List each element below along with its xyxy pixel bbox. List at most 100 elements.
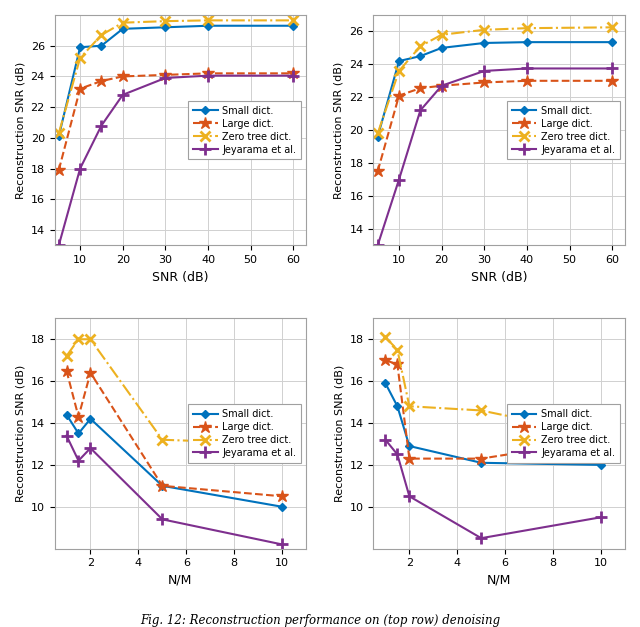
Jeyarama et al. (406, 493, 413, 500)
Small dict. (406, 442, 413, 450)
Y-axis label: Reconstruction SNR (dB): Reconstruction SNR (dB) (15, 365, 25, 502)
Jeyarama et al. (417, 107, 424, 114)
Small dict. (394, 403, 401, 410)
Small dict. (481, 40, 488, 47)
Large dict. (381, 356, 389, 364)
X-axis label: N/M: N/M (487, 574, 511, 587)
Large dict. (394, 361, 401, 368)
Jeyarama et al. (374, 241, 381, 249)
Zero tree dict. (63, 352, 70, 360)
Line: Small dict.: Small dict. (382, 380, 604, 468)
Zero tree dict. (55, 129, 63, 137)
Zero tree dict. (159, 436, 166, 443)
Jeyarama et al. (609, 65, 616, 72)
Zero tree dict. (278, 440, 286, 448)
Line: Large dict.: Large dict. (371, 75, 618, 177)
Legend: Small dict., Large dict., Zero tree dict., Jeyarama et al.: Small dict., Large dict., Zero tree dict… (508, 404, 620, 463)
Small dict. (289, 22, 297, 29)
Zero tree dict. (406, 403, 413, 410)
Zero tree dict. (86, 335, 94, 343)
Jeyarama et al. (394, 451, 401, 458)
Zero tree dict. (204, 16, 212, 24)
Small dict. (161, 24, 169, 31)
Large dict. (63, 367, 70, 374)
Small dict. (97, 42, 105, 50)
Large dict. (204, 70, 212, 77)
Zero tree dict. (597, 432, 605, 440)
Large dict. (406, 455, 413, 462)
Zero tree dict. (289, 16, 297, 24)
Legend: Small dict., Large dict., Zero tree dict., Jeyarama et al.: Small dict., Large dict., Zero tree dict… (508, 101, 620, 159)
Line: Jeyarama et al.: Jeyarama et al. (372, 63, 618, 251)
Jeyarama et al. (75, 457, 83, 465)
Jeyarama et al. (97, 122, 105, 129)
Large dict. (523, 77, 531, 85)
Large dict. (374, 167, 381, 175)
Small dict. (381, 379, 389, 387)
Large dict. (75, 413, 83, 421)
Small dict. (477, 459, 485, 466)
Small dict. (523, 38, 531, 46)
Large dict. (86, 369, 94, 377)
Zero tree dict. (374, 130, 381, 137)
Line: Jeyarama et al.: Jeyarama et al. (380, 435, 607, 544)
Small dict. (278, 503, 286, 510)
Y-axis label: Reconstruction SNR (dB): Reconstruction SNR (dB) (15, 61, 25, 199)
Small dict. (597, 461, 605, 468)
Zero tree dict. (609, 24, 616, 31)
Line: Small dict.: Small dict. (56, 23, 296, 139)
Small dict. (438, 44, 445, 51)
Large dict. (438, 82, 445, 90)
Small dict. (119, 25, 127, 33)
Line: Zero tree dict.: Zero tree dict. (373, 23, 617, 139)
Zero tree dict. (477, 407, 485, 414)
Jeyarama et al. (63, 432, 70, 440)
Small dict. (76, 43, 84, 51)
Line: Jeyarama et al.: Jeyarama et al. (61, 430, 288, 550)
X-axis label: N/M: N/M (168, 574, 193, 587)
Zero tree dict. (481, 26, 488, 34)
Line: Zero tree dict.: Zero tree dict. (54, 16, 298, 138)
Jeyarama et al. (278, 540, 286, 548)
Large dict. (477, 455, 485, 462)
Legend: Small dict., Large dict., Zero tree dict., Jeyarama et al.: Small dict., Large dict., Zero tree dict… (188, 101, 301, 159)
Small dict. (204, 22, 212, 29)
Zero tree dict. (75, 335, 83, 343)
Zero tree dict. (417, 43, 424, 50)
Jeyarama et al. (55, 241, 63, 249)
Small dict. (75, 429, 83, 437)
Jeyarama et al. (161, 74, 169, 82)
Jeyarama et al. (438, 82, 445, 90)
Zero tree dict. (394, 346, 401, 354)
Zero tree dict. (76, 54, 84, 61)
Large dict. (597, 436, 605, 443)
Zero tree dict. (161, 18, 169, 25)
Zero tree dict. (381, 334, 389, 341)
Jeyarama et al. (477, 534, 485, 542)
Jeyarama et al. (76, 165, 84, 172)
Small dict. (417, 53, 424, 60)
Jeyarama et al. (523, 65, 531, 72)
Large dict. (97, 77, 105, 85)
Zero tree dict. (438, 31, 445, 38)
Large dict. (161, 71, 169, 78)
Large dict. (395, 92, 403, 99)
Jeyarama et al. (395, 176, 403, 183)
X-axis label: SNR (dB): SNR (dB) (152, 271, 209, 283)
Jeyarama et al. (381, 436, 389, 443)
Large dict. (289, 70, 297, 77)
X-axis label: SNR (dB): SNR (dB) (471, 271, 527, 283)
Jeyarama et al. (597, 514, 605, 521)
Line: Large dict.: Large dict. (379, 354, 607, 465)
Zero tree dict. (119, 19, 127, 26)
Text: Fig. 12: Reconstruction performance on (top row) denoising: Fig. 12: Reconstruction performance on (… (140, 614, 500, 627)
Line: Large dict.: Large dict. (60, 364, 289, 503)
Zero tree dict. (395, 67, 403, 75)
Small dict. (374, 133, 381, 140)
Zero tree dict. (97, 31, 105, 39)
Line: Large dict.: Large dict. (52, 67, 300, 176)
Large dict. (417, 85, 424, 92)
Jeyarama et al. (119, 91, 127, 98)
Zero tree dict. (523, 24, 531, 32)
Large dict. (481, 79, 488, 87)
